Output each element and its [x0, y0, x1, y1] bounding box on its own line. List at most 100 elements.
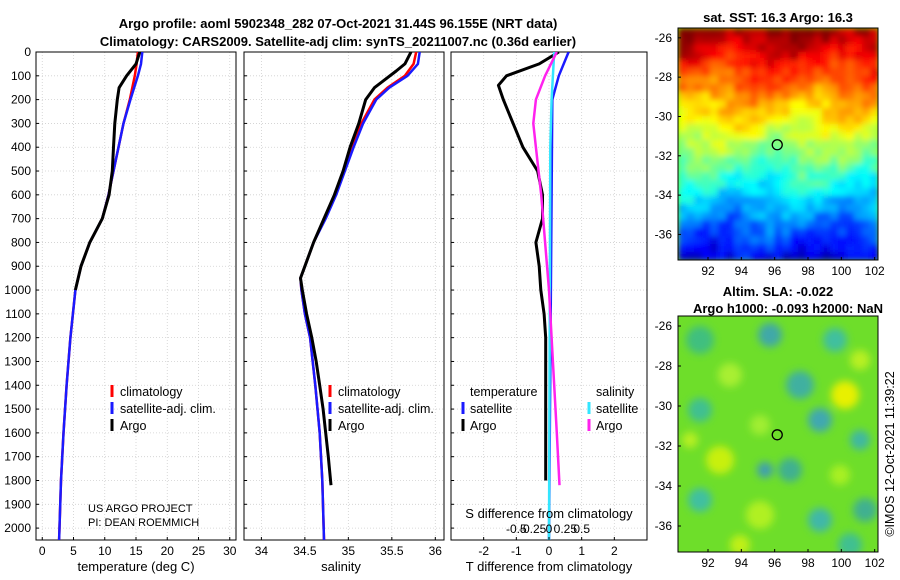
sst-cell	[862, 100, 871, 109]
salinity-xticks: 34 34.5 35 35.5 36	[255, 537, 442, 558]
sst-cell	[694, 244, 703, 253]
sst-cell	[822, 44, 831, 53]
salinity-lines	[299, 52, 421, 540]
sst-cell	[846, 148, 855, 157]
map-x-tick-label: 96	[768, 264, 782, 278]
sst-cell	[694, 100, 703, 109]
sst-cell	[790, 204, 799, 213]
sst-cell	[718, 124, 727, 133]
sst-cell	[870, 148, 878, 157]
sst-cell	[678, 116, 687, 125]
sst-cell	[822, 92, 831, 101]
sst-cell	[790, 164, 799, 173]
sst-cell	[758, 68, 767, 77]
sst-cell	[718, 132, 727, 141]
sst-cell	[846, 244, 855, 253]
sst-cell	[830, 52, 839, 61]
sst-cell	[790, 188, 799, 197]
sst-cell	[710, 44, 719, 53]
sst-cell	[790, 196, 799, 205]
sst-cell	[726, 92, 735, 101]
sst-cell	[854, 180, 863, 189]
sst-cell	[686, 140, 695, 149]
sst-cell	[718, 108, 727, 117]
sst-cell	[702, 204, 711, 213]
sst-cell	[678, 84, 687, 93]
depth-tick-label: 1200	[4, 331, 31, 345]
s-difference-tick-label: 0	[546, 522, 553, 536]
sst-cell	[726, 228, 735, 237]
x-tick-label: 34.5	[293, 544, 317, 558]
sst-cell	[710, 52, 719, 61]
sst-cell	[838, 196, 847, 205]
sst-cell	[742, 100, 751, 109]
map-x-tick-label: 94	[735, 264, 749, 278]
sst-cell	[782, 124, 791, 133]
sst-cell	[806, 164, 815, 173]
sst-cell	[822, 36, 831, 45]
sst-cell	[822, 76, 831, 85]
sst-cell	[750, 52, 759, 61]
sst-cell	[870, 196, 878, 205]
sla-blob	[850, 430, 870, 450]
map-y-tick-label: -34	[655, 188, 673, 202]
sst-cell	[694, 84, 703, 93]
sst-cell	[774, 148, 783, 157]
sst-cell	[862, 196, 871, 205]
x-tick-label: 0	[39, 544, 46, 558]
sst-cell	[734, 196, 743, 205]
sst-cell	[862, 156, 871, 165]
sst-cell	[718, 60, 727, 69]
map-x-tick-label: 100	[831, 264, 851, 278]
sst-cell	[766, 212, 775, 221]
sst-cell	[870, 164, 878, 173]
sst-cell	[710, 236, 719, 245]
sst-cell	[774, 92, 783, 101]
sst-cell	[774, 116, 783, 125]
sst-cell	[774, 212, 783, 221]
legend-satellite-label: satellite-adj. clim.	[338, 402, 434, 416]
sst-cell	[854, 76, 863, 85]
sst-cell	[838, 252, 847, 260]
sst-cell	[838, 100, 847, 109]
sst-cell	[734, 204, 743, 213]
sst-cell	[734, 220, 743, 229]
sst-cell	[678, 228, 687, 237]
sst-cell	[710, 180, 719, 189]
sst-cell	[798, 132, 807, 141]
sst-cell	[694, 236, 703, 245]
sst-cell	[726, 244, 735, 253]
sst-cell	[726, 196, 735, 205]
sst-cell	[822, 172, 831, 181]
depth-tick-label: 300	[11, 116, 31, 130]
sla-blob	[688, 398, 712, 422]
sst-cell	[830, 68, 839, 77]
sst-cell	[870, 212, 878, 221]
sst-cell	[750, 212, 759, 221]
sst-cell	[862, 188, 871, 197]
sst-cell	[782, 220, 791, 229]
sst-cell	[726, 52, 735, 61]
sst-cell	[726, 84, 735, 93]
sla-blob	[682, 432, 698, 448]
sst-cell	[758, 140, 767, 149]
sst-cell	[766, 236, 775, 245]
x-tick-label: 35.5	[380, 544, 404, 558]
sst-cell	[718, 172, 727, 181]
sst-cell	[726, 140, 735, 149]
sst-cell	[694, 156, 703, 165]
sst-cell	[774, 36, 783, 45]
sst-cell	[862, 212, 871, 221]
sst-cell	[726, 172, 735, 181]
map-y-tick-label: -36	[655, 519, 673, 533]
sst-cell	[790, 68, 799, 77]
sst-cell	[846, 212, 855, 221]
sla-map-background	[678, 316, 878, 552]
sst-cell	[726, 204, 735, 213]
sst-cell	[718, 140, 727, 149]
sla-map-title-line1: Altim. SLA: -0.022	[723, 284, 834, 299]
sst-cell	[678, 148, 687, 157]
sst-cell	[870, 180, 878, 189]
sla-blob	[853, 498, 877, 522]
sst-cell	[718, 220, 727, 229]
